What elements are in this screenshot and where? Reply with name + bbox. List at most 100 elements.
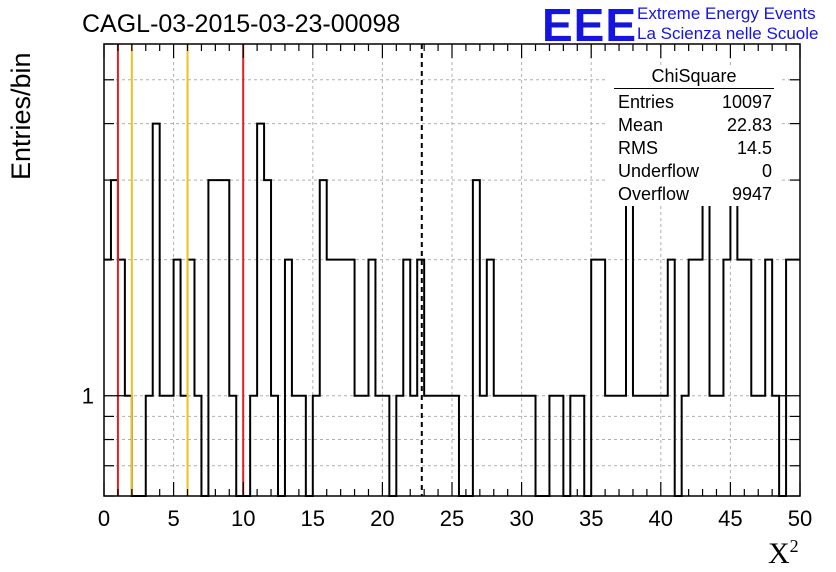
x-axis-label-base: X xyxy=(768,537,790,570)
x-tick-label: 0 xyxy=(98,506,110,531)
stats-title: ChiSquare xyxy=(614,66,774,89)
x-tick-label: 10 xyxy=(231,506,255,531)
histogram-bin xyxy=(549,396,556,496)
histogram-bin xyxy=(445,396,452,496)
histogram-bin xyxy=(744,260,751,496)
histogram-bin xyxy=(487,260,494,496)
histogram-bin xyxy=(786,260,793,496)
histogram-bin xyxy=(104,260,111,496)
histogram-bin xyxy=(410,396,417,496)
histogram-bin xyxy=(194,396,201,496)
histogram-bin xyxy=(403,260,410,496)
stats-value: 0 xyxy=(761,161,772,181)
stats-label: RMS xyxy=(618,138,658,158)
histogram-bin xyxy=(424,396,431,496)
histogram-bin xyxy=(598,260,605,496)
eee-logo: EEE xyxy=(542,0,638,51)
stats-label: Underflow xyxy=(618,161,700,181)
histogram-bin xyxy=(215,180,222,496)
histogram-bin xyxy=(271,396,278,496)
histogram-bin xyxy=(181,396,188,496)
histogram-bin xyxy=(125,396,132,496)
histogram-bin xyxy=(208,180,215,496)
histogram-bin xyxy=(382,396,389,496)
histogram-bin xyxy=(431,396,438,496)
stats-row-entries: Entries 10097 xyxy=(608,91,780,114)
x-tick-label: 45 xyxy=(718,506,742,531)
histogram-bin xyxy=(222,180,229,496)
x-tick-label: 5 xyxy=(167,506,179,531)
histogram-bin xyxy=(355,396,362,496)
stats-row-mean: Mean 22.83 xyxy=(608,114,780,137)
histogram-bin xyxy=(285,260,292,496)
histogram-bin xyxy=(368,260,375,496)
histogram-bin xyxy=(118,260,125,496)
histogram-bin xyxy=(689,260,696,496)
x-tick-label: 30 xyxy=(509,506,533,531)
histogram-bin xyxy=(362,396,369,496)
stats-row-overflow: Overflow 9947 xyxy=(608,183,780,206)
histogram-bin xyxy=(111,180,118,496)
histogram-bin xyxy=(153,124,160,496)
stats-value: 14.5 xyxy=(736,138,772,158)
stats-value: 10097 xyxy=(721,92,772,112)
histogram-bin xyxy=(570,396,577,496)
histogram-bin xyxy=(633,396,640,496)
x-tick-label: 25 xyxy=(440,506,464,531)
histogram-bin xyxy=(668,260,675,496)
histogram-bin xyxy=(396,396,403,496)
histogram-bin xyxy=(522,396,529,496)
histogram-bin xyxy=(682,396,689,496)
histogram-bin xyxy=(577,396,584,496)
y-tick-label: 1 xyxy=(82,384,94,409)
histogram-bin xyxy=(703,180,710,496)
logo-line-2: La Scienza nelle Scuole xyxy=(637,24,819,43)
logo-line-1: Extreme Energy Events xyxy=(637,4,816,23)
histogram-bin xyxy=(417,260,424,496)
histogram-bin xyxy=(737,260,744,496)
histogram-bin xyxy=(723,260,730,496)
histogram-bin xyxy=(661,396,668,496)
histogram-bin xyxy=(730,180,737,496)
histogram-bin xyxy=(299,396,306,496)
histogram-bin xyxy=(494,396,501,496)
stats-row-underflow: Underflow 0 xyxy=(608,160,780,183)
x-axis-label-sup: 2 xyxy=(789,536,799,556)
histogram-bin xyxy=(751,396,758,496)
histogram-bin xyxy=(591,260,598,496)
y-axis-label: Entries/bin xyxy=(6,52,36,180)
histogram-bin xyxy=(765,260,772,496)
histogram-bin xyxy=(473,180,480,496)
histogram-bin xyxy=(146,396,153,496)
histogram-bin xyxy=(696,260,703,496)
histogram-bin xyxy=(348,260,355,496)
histogram-bin xyxy=(334,260,341,496)
chart-title: CAGL-03-2015-03-23-00098 xyxy=(82,10,401,38)
histogram-bin xyxy=(710,396,717,496)
x-axis-label: X2 xyxy=(768,536,799,571)
histogram-bin xyxy=(529,396,536,496)
histogram-bin xyxy=(167,396,174,496)
histogram-bin xyxy=(160,396,167,496)
histogram-bin xyxy=(452,396,459,496)
stats-value: 22.83 xyxy=(726,115,772,135)
histogram-bin xyxy=(640,396,647,496)
x-tick-label: 35 xyxy=(579,506,603,531)
histogram-bin xyxy=(174,260,181,496)
histogram-bin xyxy=(612,396,619,496)
histogram-bin xyxy=(188,260,195,496)
histogram-bin xyxy=(257,124,264,496)
x-tick-label: 50 xyxy=(788,506,812,531)
histogram-bin xyxy=(605,396,612,496)
stats-label: Overflow xyxy=(618,184,690,204)
x-tick-label: 15 xyxy=(301,506,325,531)
histogram-bin xyxy=(327,260,334,496)
histogram-bin xyxy=(758,396,765,496)
histogram-bin xyxy=(515,396,522,496)
histogram-bin xyxy=(501,396,508,496)
histogram-bin xyxy=(619,396,626,496)
histogram-bin xyxy=(341,260,348,496)
histogram-bin xyxy=(229,396,236,496)
x-tick-label: 40 xyxy=(649,506,673,531)
